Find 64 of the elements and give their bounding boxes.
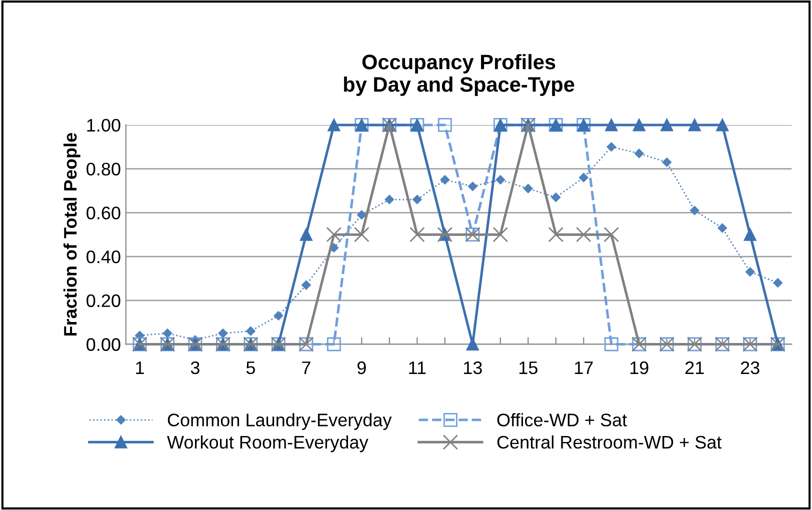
legend-label: Office-WD + Sat [497, 413, 627, 426]
point [326, 337, 341, 352]
x-tick-label: 11 [409, 362, 426, 374]
y-tick-label: 0.80 [86, 162, 120, 176]
point [326, 226, 342, 242]
point [274, 311, 284, 320]
point [604, 226, 620, 242]
legend-label: Central Restroom-WD + Sat [497, 435, 722, 449]
point [551, 192, 561, 202]
point [605, 118, 618, 132]
point [634, 148, 644, 158]
point [576, 226, 592, 242]
point [218, 328, 228, 338]
x-tick-label: 21 [685, 361, 704, 374]
point [302, 280, 311, 290]
y-tick-label: 0.40 [86, 250, 120, 264]
point [410, 226, 425, 242]
x-tick-label: 9 [358, 361, 366, 374]
point [354, 226, 370, 242]
point [328, 118, 340, 132]
y-tick-label: 0.60 [86, 206, 120, 220]
point [384, 194, 394, 204]
point [632, 118, 646, 132]
x-tick-label: 7 [302, 362, 310, 374]
point [300, 228, 312, 241]
point [690, 206, 700, 216]
x-tick-label: 19 [630, 361, 648, 374]
point [745, 267, 755, 277]
point [744, 228, 756, 241]
point [604, 337, 618, 352]
x-tick-label: 1 [136, 362, 144, 374]
point [468, 182, 478, 191]
point [716, 118, 729, 132]
chart-title: Occupancy Profiles by Day and Space-Type [344, 54, 574, 96]
point [660, 118, 674, 132]
legend-label: Workout Room-Everyday [167, 435, 368, 452]
point [662, 158, 672, 167]
x-tick-label: 15 [519, 362, 538, 374]
point [579, 172, 588, 182]
point [246, 326, 256, 336]
point [438, 118, 452, 132]
point [773, 278, 782, 288]
point [162, 328, 172, 338]
x-tick-label: 23 [740, 361, 760, 374]
point [492, 226, 508, 242]
y-tick-label: 0.20 [86, 294, 120, 308]
point [688, 118, 701, 132]
point [524, 184, 533, 194]
point [357, 210, 366, 220]
point [440, 175, 450, 184]
y-axis-title: Fraction of Total People [63, 133, 80, 336]
point [412, 194, 422, 204]
y-tick-label: 0.00 [86, 338, 120, 351]
x-tick-label: 3 [190, 361, 200, 374]
x-tick-label: 13 [464, 361, 482, 374]
x-tick-label: 5 [246, 362, 255, 374]
point [496, 175, 506, 184]
point [718, 223, 727, 233]
x-tick-label: 17 [574, 362, 593, 374]
point [135, 330, 144, 340]
legend-label: Common Laundry-Everyday [168, 413, 392, 430]
y-tick-label: 1.00 [87, 118, 120, 132]
point [606, 142, 616, 152]
point [548, 226, 564, 242]
